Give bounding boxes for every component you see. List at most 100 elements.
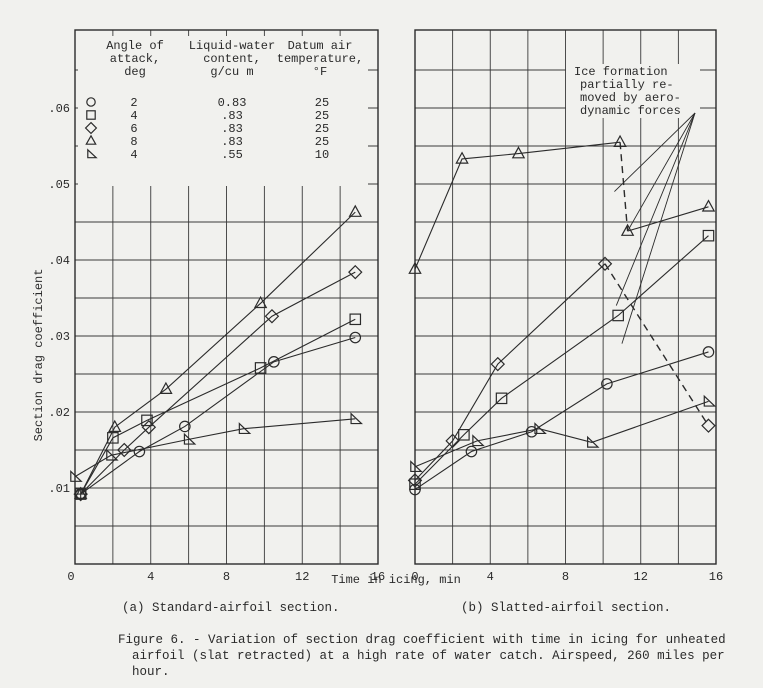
data-point	[116, 442, 132, 458]
legend-lwc: .55	[221, 148, 243, 162]
series-line	[414, 263, 606, 481]
data-point	[350, 412, 363, 425]
legend-header: g/cu m	[210, 65, 253, 79]
y-tick-label: .06	[48, 102, 70, 116]
y-tick-label: .02	[48, 406, 70, 420]
annotation-line: dynamic forces	[580, 104, 681, 118]
legend-lwc: .83	[221, 109, 243, 123]
annotation-leader	[615, 112, 696, 306]
legend-marker-circle	[86, 97, 96, 107]
legend-temp: 25	[315, 96, 329, 110]
data-point	[106, 448, 119, 461]
legend-header: temperature,	[277, 52, 363, 66]
data-point	[349, 331, 362, 344]
x-tick-label: 12	[295, 570, 309, 584]
x-tick-label: 0	[411, 570, 418, 584]
data-point	[133, 445, 146, 458]
data-point	[183, 432, 197, 445]
legend-header: attack,	[110, 52, 160, 66]
data-point	[465, 445, 478, 458]
y-tick-label: .03	[48, 330, 70, 344]
series-line	[414, 351, 709, 490]
series-line	[80, 271, 356, 495]
data-point	[108, 419, 122, 432]
legend-header: Angle of	[106, 39, 164, 53]
x-tick-label: 16	[371, 570, 385, 584]
data-point	[141, 414, 153, 427]
data-point	[264, 308, 280, 324]
x-tick-label: 4	[147, 570, 154, 584]
panel-b-caption: (b) Slatted-airfoil section.	[461, 601, 671, 615]
series-triangle-right	[410, 394, 717, 473]
data-point	[702, 229, 715, 242]
data-point	[601, 378, 613, 390]
data-point	[254, 362, 267, 374]
legend-header: content,	[203, 52, 261, 66]
data-point	[159, 381, 173, 394]
series-line	[80, 318, 356, 495]
series-triangle-up	[408, 134, 716, 274]
annotation-line: Ice formation	[574, 65, 668, 79]
legend-header: deg	[124, 65, 146, 79]
x-tick-label: 16	[709, 570, 723, 584]
legend-marker-diamond	[84, 121, 98, 135]
series-diamond	[407, 256, 716, 488]
series-circle	[74, 331, 362, 500]
figure-caption-line-2: airfoil (slat retracted) at a high rate …	[132, 649, 725, 663]
x-tick-label: 8	[562, 570, 569, 584]
data-point	[597, 256, 613, 272]
legend-lwc: .83	[221, 135, 243, 149]
x-tick-label: 12	[634, 570, 648, 584]
legend-marker-triangle-right	[87, 148, 98, 159]
data-point	[179, 420, 191, 433]
data-point	[701, 199, 716, 212]
y-tick-label: .01	[48, 482, 70, 496]
data-point	[702, 346, 715, 358]
data-point	[253, 295, 268, 309]
legend-temp: 25	[315, 122, 329, 136]
legend-lwc: .83	[221, 122, 243, 136]
legend-lwc: 0.83	[218, 96, 247, 110]
x-tick-label: 4	[487, 570, 494, 584]
series-line	[80, 336, 356, 495]
data-point	[348, 204, 362, 217]
panel-a-caption: (a) Standard-airfoil section.	[122, 601, 340, 615]
series-line-after-removal	[627, 206, 709, 232]
series-dashed-drop	[604, 263, 710, 427]
data-point	[458, 429, 470, 441]
legend-angle: 2	[130, 96, 137, 110]
data-point	[238, 422, 252, 435]
series-line	[80, 211, 356, 495]
series-line	[414, 141, 621, 270]
annotation-background	[566, 64, 700, 118]
y-tick-label: .04	[48, 254, 70, 268]
data-point	[701, 418, 716, 433]
figure-caption-line-1: Figure 6. - Variation of section drag co…	[118, 633, 726, 647]
legend-header: Liquid-water	[189, 39, 275, 53]
legend-angle: 4	[130, 109, 137, 123]
series-line	[414, 235, 709, 485]
series-diamond	[73, 264, 363, 502]
data-point	[613, 134, 627, 147]
data-point	[348, 264, 363, 280]
legend-marker-square	[86, 110, 96, 120]
data-point	[472, 434, 485, 447]
annotation-line: moved by aero-	[580, 91, 681, 105]
figure-caption-line-3: hour.	[132, 665, 170, 679]
series-line	[414, 400, 709, 468]
legend-temp: 25	[315, 135, 329, 149]
data-point	[620, 223, 635, 236]
x-tick-label: 8	[223, 570, 230, 584]
data-point	[349, 313, 362, 326]
data-point	[490, 356, 506, 372]
legend-header: Datum air	[288, 39, 353, 53]
legend-temp: 10	[315, 148, 329, 162]
data-point	[612, 309, 624, 322]
series-triangle-up	[73, 204, 362, 499]
data-point	[73, 486, 88, 502]
data-point	[107, 432, 119, 444]
legend-angle: 6	[130, 122, 137, 136]
x-axis-label: Time in icing, min	[331, 573, 461, 587]
